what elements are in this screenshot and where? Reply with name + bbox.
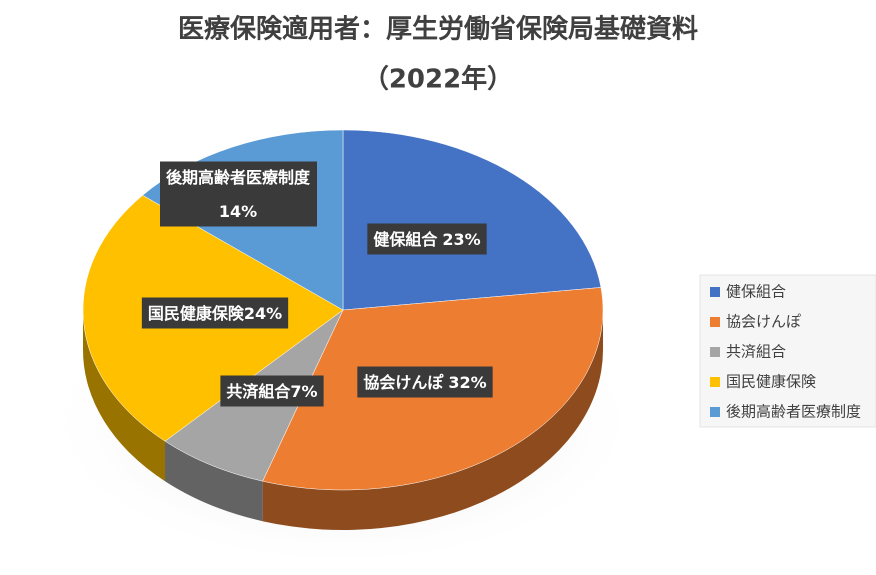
data-label-value: 7%	[290, 382, 317, 401]
data-label-box	[357, 366, 493, 398]
data-label-value: 14%	[219, 202, 257, 221]
data-label-box	[141, 297, 289, 329]
legend-swatch	[710, 347, 720, 357]
data-label: 共済組合7%	[220, 375, 324, 407]
data-label-box	[220, 375, 324, 407]
data-label-text: 国民健康保険24%	[148, 304, 282, 323]
data-label-name: 健保組合	[373, 230, 438, 249]
data-label: 健保組合 23%	[367, 223, 487, 255]
data-label: 協会けんぽ 32%	[357, 366, 493, 398]
slice-side	[262, 310, 603, 530]
legend-swatch	[710, 287, 720, 297]
data-label-name: 共済組合	[226, 382, 291, 401]
legend-swatch	[710, 407, 720, 417]
data-label-name: 協会けんぽ	[363, 373, 444, 392]
data-label-value: 23%	[442, 230, 480, 249]
legend-swatch	[710, 377, 720, 387]
data-label-name: 国民健康保険	[148, 304, 245, 323]
data-label-text: 健保組合 23%	[373, 230, 480, 249]
legend-label: 国民健康保険	[726, 373, 816, 391]
data-label: 後期高齢者医療制度 14%	[159, 161, 317, 227]
slice-top	[342, 129, 602, 311]
legend-label: 健保組合	[726, 283, 786, 301]
slice	[342, 129, 602, 311]
data-label-text: 後期高齢者医療制度 14%	[166, 168, 311, 221]
data-label-name: 後期高齢者医療制度	[166, 168, 311, 187]
data-label-value: 24%	[244, 304, 282, 323]
data-label: 国民健康保険24%	[141, 297, 289, 329]
data-label-box	[367, 223, 487, 255]
data-label-value: 32%	[448, 373, 486, 392]
slice-side	[165, 441, 263, 522]
data-label-text: 共済組合7%	[226, 382, 317, 401]
legend-label: 共済組合	[726, 343, 786, 361]
legend-box	[699, 274, 876, 428]
chart-title: 医療保険適用者：厚生労働省保険局基礎資料	[178, 14, 698, 45]
data-label-text: 協会けんぽ 32%	[363, 373, 486, 392]
legend-label: 協会けんぽ	[726, 313, 801, 331]
slice-side	[83, 310, 166, 482]
data-label-box	[159, 161, 317, 227]
legend-label: 後期高齢者医療制度	[726, 403, 861, 421]
chart-subtitle: （2022年）	[363, 64, 513, 95]
legend-swatch	[710, 317, 720, 327]
